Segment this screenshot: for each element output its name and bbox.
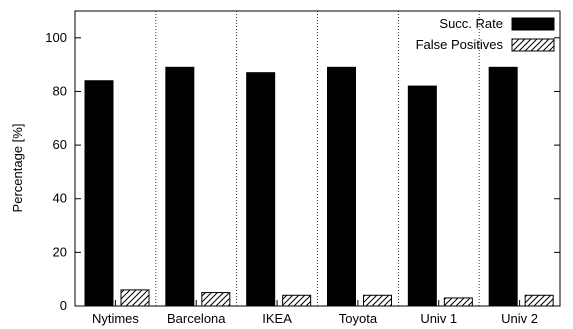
x-tick-label: Toyota xyxy=(339,311,378,326)
y-tick-label: 20 xyxy=(53,244,67,259)
x-tick-label: Univ 2 xyxy=(501,311,538,326)
legend-swatch-succ-rate xyxy=(511,17,555,31)
false-positives-bar xyxy=(363,294,392,307)
y-tick-label: 60 xyxy=(53,137,67,152)
x-tick-label: Nytimes xyxy=(92,311,139,326)
succ-rate-bar xyxy=(407,85,437,307)
false-positives-bar xyxy=(201,292,231,307)
succ-rate-bar xyxy=(165,66,195,307)
x-tick-label: Barcelona xyxy=(167,311,226,326)
legend-swatch-false-positives xyxy=(511,38,555,52)
legend-label: False Positives xyxy=(416,37,504,52)
y-tick-label: 100 xyxy=(45,30,67,45)
y-tick-label: 0 xyxy=(60,298,67,313)
succ-rate-bar xyxy=(246,72,276,307)
y-tick-label: 40 xyxy=(53,191,67,206)
y-tick-label: 80 xyxy=(53,83,67,98)
false-positives-bar xyxy=(120,289,150,307)
succ-rate-bar xyxy=(488,66,518,307)
legend-label: Succ. Rate xyxy=(439,16,503,31)
false-positives-bar xyxy=(443,297,473,307)
x-tick-label: Univ 1 xyxy=(420,311,457,326)
succ-rate-bar xyxy=(327,66,356,307)
false-positives-bar xyxy=(524,294,554,307)
x-tick-label: IKEA xyxy=(262,311,292,326)
plot-frame xyxy=(74,10,561,307)
succ-rate-bar xyxy=(84,80,114,307)
y-axis-label: Percentage [%] xyxy=(10,124,25,213)
false-positives-bar xyxy=(282,294,312,307)
